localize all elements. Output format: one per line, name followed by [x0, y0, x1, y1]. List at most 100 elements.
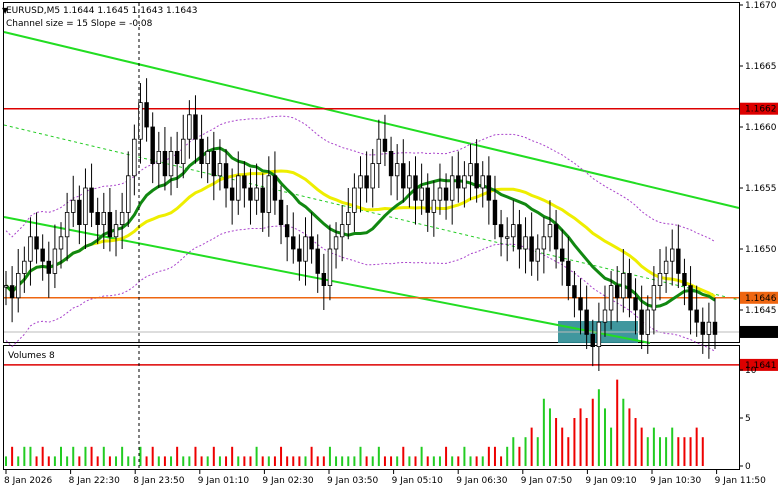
candle-body	[517, 224, 522, 250]
volume-tick-label: 0	[745, 462, 751, 472]
x-tick-label: 9 Jan 10:30	[650, 476, 702, 486]
volume-tick-label: 10	[745, 366, 757, 376]
candle-body	[504, 236, 510, 239]
x-tick-label: 9 Jan 11:50	[715, 476, 767, 486]
candle-body	[211, 150, 217, 177]
candle-body	[437, 187, 443, 201]
candle-body	[547, 224, 553, 238]
level-tag	[740, 291, 778, 304]
candle-body	[419, 187, 424, 201]
candle-body	[64, 211, 70, 238]
candle-body	[676, 248, 681, 274]
candle-body	[614, 285, 620, 299]
candle-body	[266, 175, 272, 213]
candle-body	[168, 150, 174, 177]
candle-body	[596, 321, 602, 348]
y-tick-label: 1.1655	[745, 184, 777, 194]
candle-body	[126, 175, 131, 213]
candle-body	[236, 175, 241, 201]
indicator-label: Channel size = 15 Slope = -0.08	[6, 19, 153, 29]
candle-body	[339, 224, 345, 238]
envelope-lower	[5, 225, 716, 352]
candle-body	[712, 321, 718, 335]
candle-body	[248, 187, 253, 201]
candle-body	[474, 163, 479, 189]
x-tick-label: 9 Jan 01:10	[198, 476, 250, 486]
candle-body	[633, 297, 638, 311]
candle-body	[608, 285, 614, 311]
x-tick-label: 9 Jan 07:50	[521, 476, 573, 486]
candle-body	[645, 309, 650, 335]
x-tick-label: 8 Jan 23:50	[133, 476, 185, 486]
candle-body	[138, 102, 143, 140]
candle-body	[193, 114, 198, 140]
candle-body	[639, 309, 644, 335]
candle-body	[682, 272, 687, 286]
current-price-tag	[740, 325, 778, 338]
level-tag-label: 1.1641	[745, 361, 777, 371]
candle-body	[77, 199, 82, 225]
candle-body	[187, 114, 192, 140]
candle-body	[584, 309, 589, 335]
candle-body	[480, 175, 485, 189]
candle-body	[327, 248, 333, 286]
candle-body	[407, 175, 412, 189]
candle-body	[46, 260, 52, 274]
candle-body	[602, 309, 608, 323]
envelope-upper	[5, 115, 716, 243]
candle-body	[284, 224, 290, 238]
volumes-label: Volumes 8	[8, 351, 55, 361]
candle-body	[303, 236, 308, 262]
candle-body	[498, 224, 504, 238]
candle-body	[272, 175, 278, 201]
chart-title: EURUSD,M5 1.1644 1.1645 1.1643 1.1643	[6, 6, 198, 16]
candle-body	[376, 138, 382, 164]
candle-body	[278, 199, 284, 225]
candle-body	[578, 297, 583, 311]
candle-body	[394, 163, 400, 177]
candle-body	[364, 175, 369, 189]
candle-body	[229, 187, 235, 201]
channel-lower-line	[3, 216, 651, 344]
candle-body	[297, 248, 302, 262]
x-tick-label: 8 Jan 22:30	[69, 476, 121, 486]
candle-body	[486, 175, 492, 201]
candle-body	[107, 211, 113, 238]
candle-body	[590, 333, 595, 347]
candle-body	[22, 260, 27, 274]
candle-body	[205, 150, 210, 164]
candle-body	[535, 248, 540, 262]
candle-body	[113, 224, 119, 238]
candle-body	[541, 236, 547, 250]
x-tick-label: 9 Jan 06:30	[456, 476, 508, 486]
candle-body	[382, 138, 388, 152]
candle-body	[333, 236, 339, 250]
candle-body	[688, 285, 693, 311]
candle-body	[449, 175, 455, 201]
candle-body	[119, 211, 125, 225]
candle-body	[95, 211, 100, 225]
candle-body	[217, 163, 223, 177]
candle-body	[700, 321, 705, 335]
channel-upper-line	[3, 31, 740, 209]
candle-body	[144, 102, 149, 128]
x-tick-label: 9 Jan 09:10	[585, 476, 637, 486]
candle-body	[309, 236, 314, 250]
candle-body	[358, 175, 363, 189]
candle-body	[28, 236, 33, 262]
candle-body	[370, 163, 375, 189]
candle-body	[627, 272, 632, 299]
candle-body	[529, 236, 534, 262]
candle-body	[16, 272, 21, 299]
collapse-arrow-icon[interactable]: ▼	[2, 6, 9, 15]
volume-tick-label: 5	[745, 414, 751, 424]
y-tick-label: 1.1660	[745, 123, 777, 133]
candle-body	[58, 236, 64, 250]
level-tag	[740, 102, 778, 115]
candle-body	[413, 175, 418, 201]
candle-body	[242, 175, 247, 189]
candle-body	[83, 187, 88, 225]
candle-body	[657, 272, 663, 286]
y-tick-label: 1.1645	[745, 306, 777, 316]
